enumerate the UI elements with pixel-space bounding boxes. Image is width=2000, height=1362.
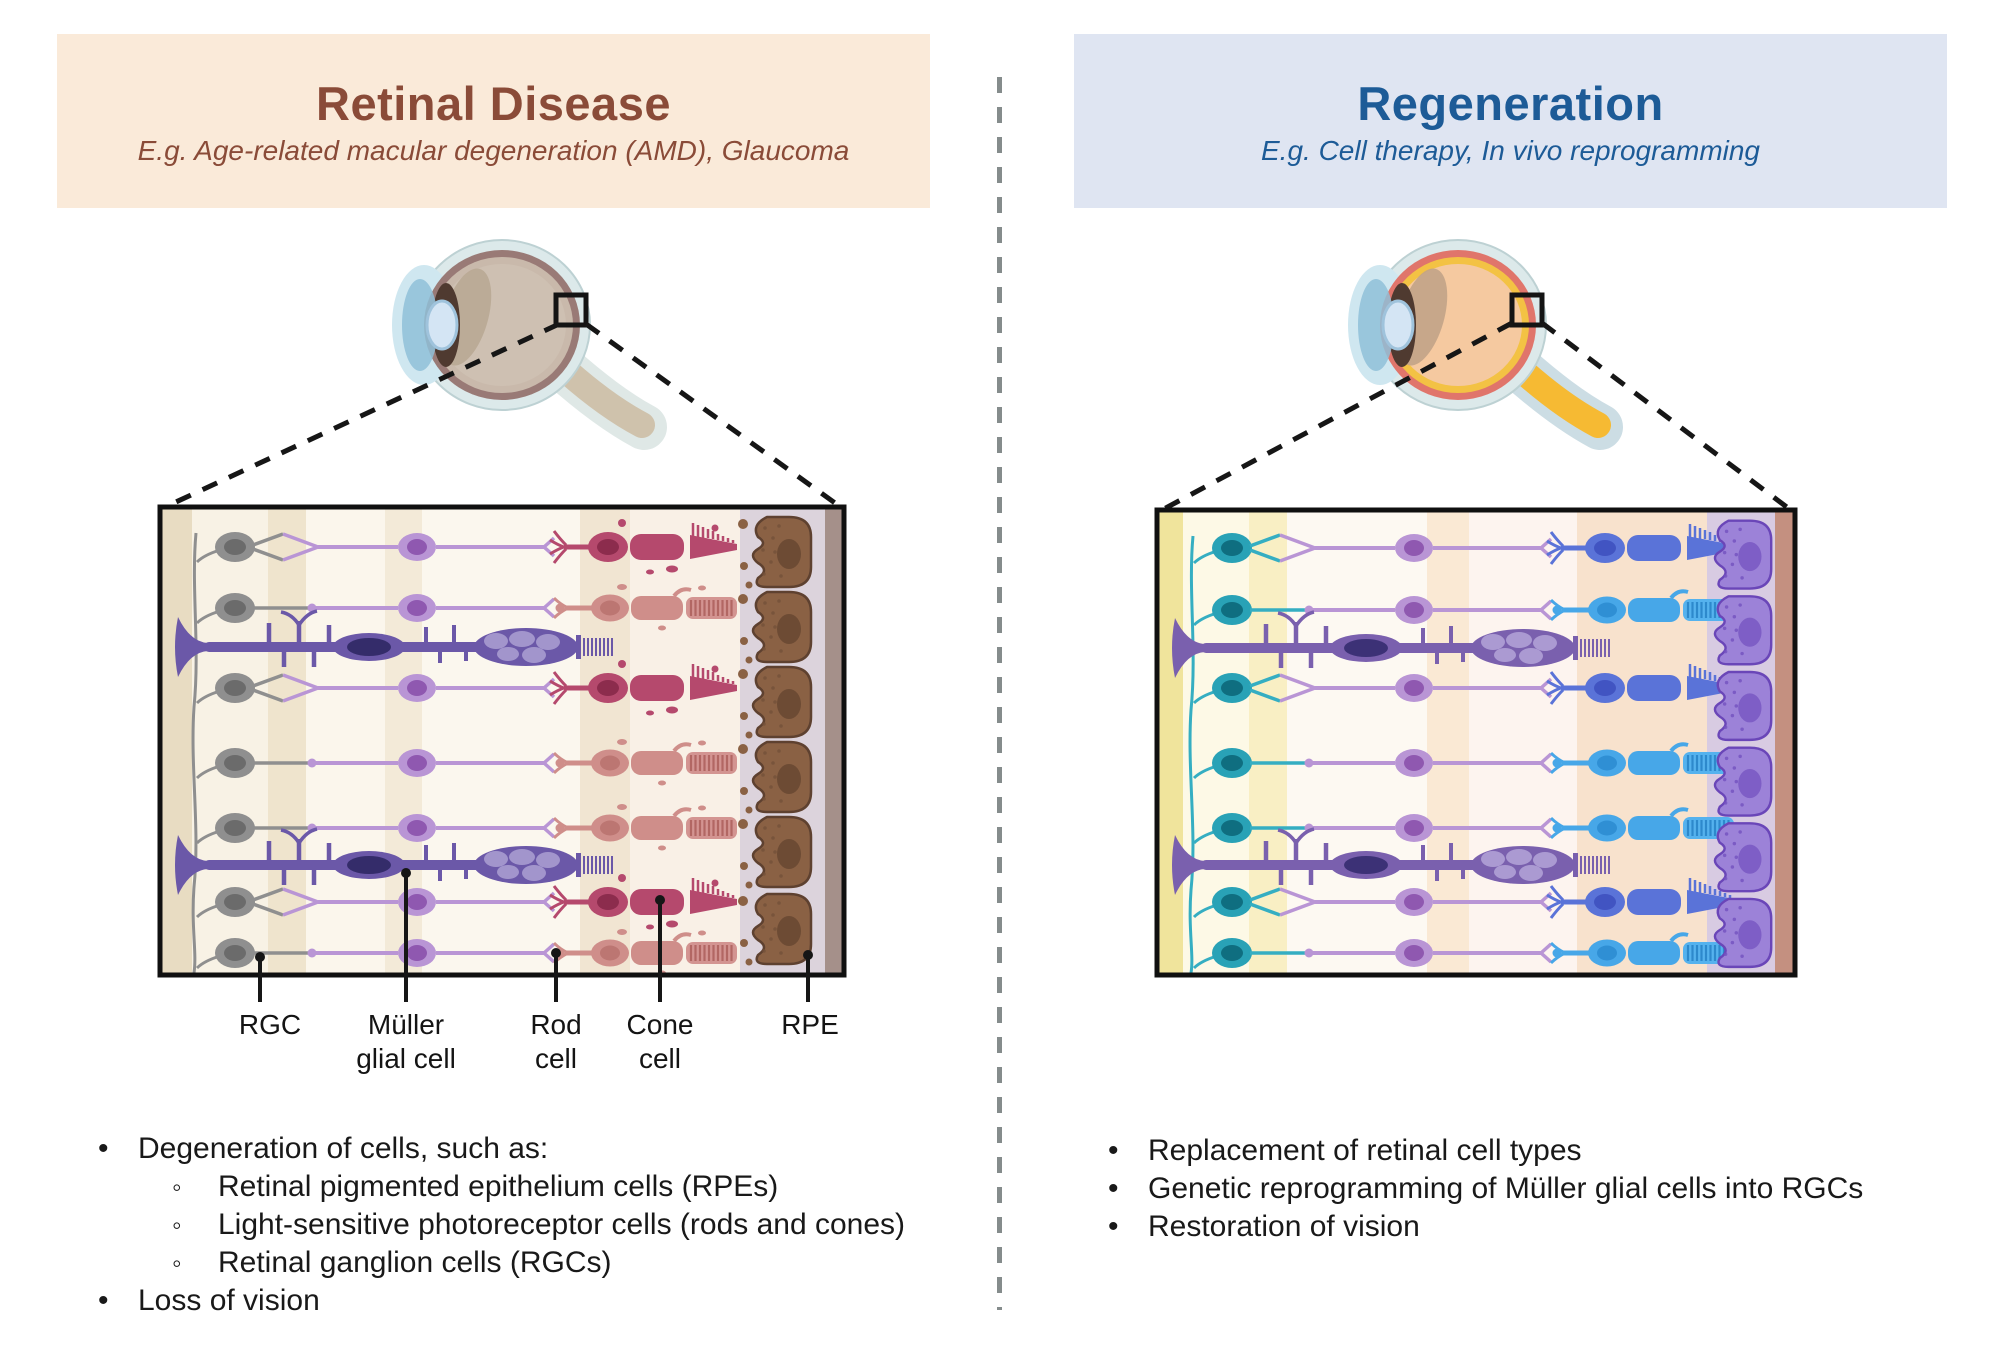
regeneration-zoom-line-left: [1158, 320, 1514, 514]
bullet-marker: ◦: [172, 1172, 182, 1202]
bullet-text: Restoration of vision: [1148, 1210, 1420, 1243]
bullet-item: • Replacement of retinal cell types: [1108, 1132, 1968, 1170]
bullet-marker: •: [1108, 1134, 1119, 1167]
disease-retina-box: [157, 504, 847, 978]
bullet-item: • Degeneration of cells, such as:: [98, 1130, 978, 1168]
disease-zoom-line-left: [161, 321, 561, 511]
bullet-item: • Restoration of vision: [1108, 1208, 1968, 1246]
disease-graphic: [157, 240, 847, 1002]
regeneration-retina-box: [1154, 507, 1798, 978]
disease-zoom-line-right: [584, 321, 844, 511]
disease-bullet-list: • Degeneration of cells, such as: ◦ Reti…: [98, 1130, 978, 1320]
label-muller-glial-cell: Müller glial cell: [356, 1009, 456, 1074]
bullet-text: Replacement of retinal cell types: [1148, 1134, 1582, 1167]
regeneration-header: Regeneration E.g. Cell therapy, In vivo …: [1074, 34, 1947, 208]
bullet-text: Degeneration of cells, such as:: [138, 1132, 549, 1165]
regeneration-title: Regeneration: [1357, 76, 1664, 130]
bullet-text: Retinal pigmented epithelium cells (RPEs…: [218, 1170, 779, 1203]
regeneration-zoom-line-right: [1540, 321, 1794, 513]
bullet-marker: ◦: [172, 1210, 182, 1240]
bullet-text: Retinal ganglion cells (RGCs): [218, 1246, 612, 1279]
label-cone-cell: Cone cell: [626, 1009, 694, 1074]
bullet-text: Genetic reprogramming of Müller glial ce…: [1148, 1172, 1864, 1205]
bullet-text: Loss of vision: [138, 1284, 320, 1317]
bullet-item: ◦ Light-sensitive photoreceptor cells (r…: [98, 1206, 978, 1244]
label-rpe: RPE: [781, 1009, 839, 1040]
disease-subtitle: E.g. Age-related macular degeneration (A…: [137, 134, 850, 166]
bullet-marker: •: [1108, 1210, 1119, 1243]
disease-header: Retinal Disease E.g. Age-related macular…: [57, 34, 930, 208]
bullet-text: Light-sensitive photoreceptor cells (rod…: [218, 1208, 906, 1241]
regeneration-bullet-list: • Replacement of retinal cell types • Ge…: [1108, 1132, 1968, 1246]
disease-eye: [392, 240, 644, 427]
regeneration-eye: [1348, 240, 1600, 427]
regeneration-graphic: [1154, 240, 1798, 978]
bullet-item: • Loss of vision: [98, 1282, 978, 1320]
label-rod-cell: Rod cell: [530, 1009, 582, 1074]
disease-label-leaders: [255, 868, 813, 1002]
bullet-marker: •: [98, 1284, 109, 1317]
bullet-marker: •: [1108, 1172, 1119, 1205]
label-rgc: RGC: [238, 1009, 302, 1040]
regeneration-subtitle: E.g. Cell therapy, In vivo reprogramming: [1260, 134, 1761, 166]
panel-divider: [997, 77, 1002, 1310]
disease-title: Retinal Disease: [316, 76, 671, 130]
bullet-item: ◦ Retinal pigmented epithelium cells (RP…: [98, 1168, 978, 1206]
bullet-item: • Genetic reprogramming of Müller glial …: [1108, 1170, 1968, 1208]
rgc-axon-trunk: [1188, 535, 1195, 974]
bullet-item: ◦ Retinal ganglion cells (RGCs): [98, 1244, 978, 1282]
rgc-axon-trunk: [191, 532, 198, 974]
bullet-marker: ◦: [172, 1248, 182, 1278]
bullet-marker: •: [98, 1132, 109, 1165]
